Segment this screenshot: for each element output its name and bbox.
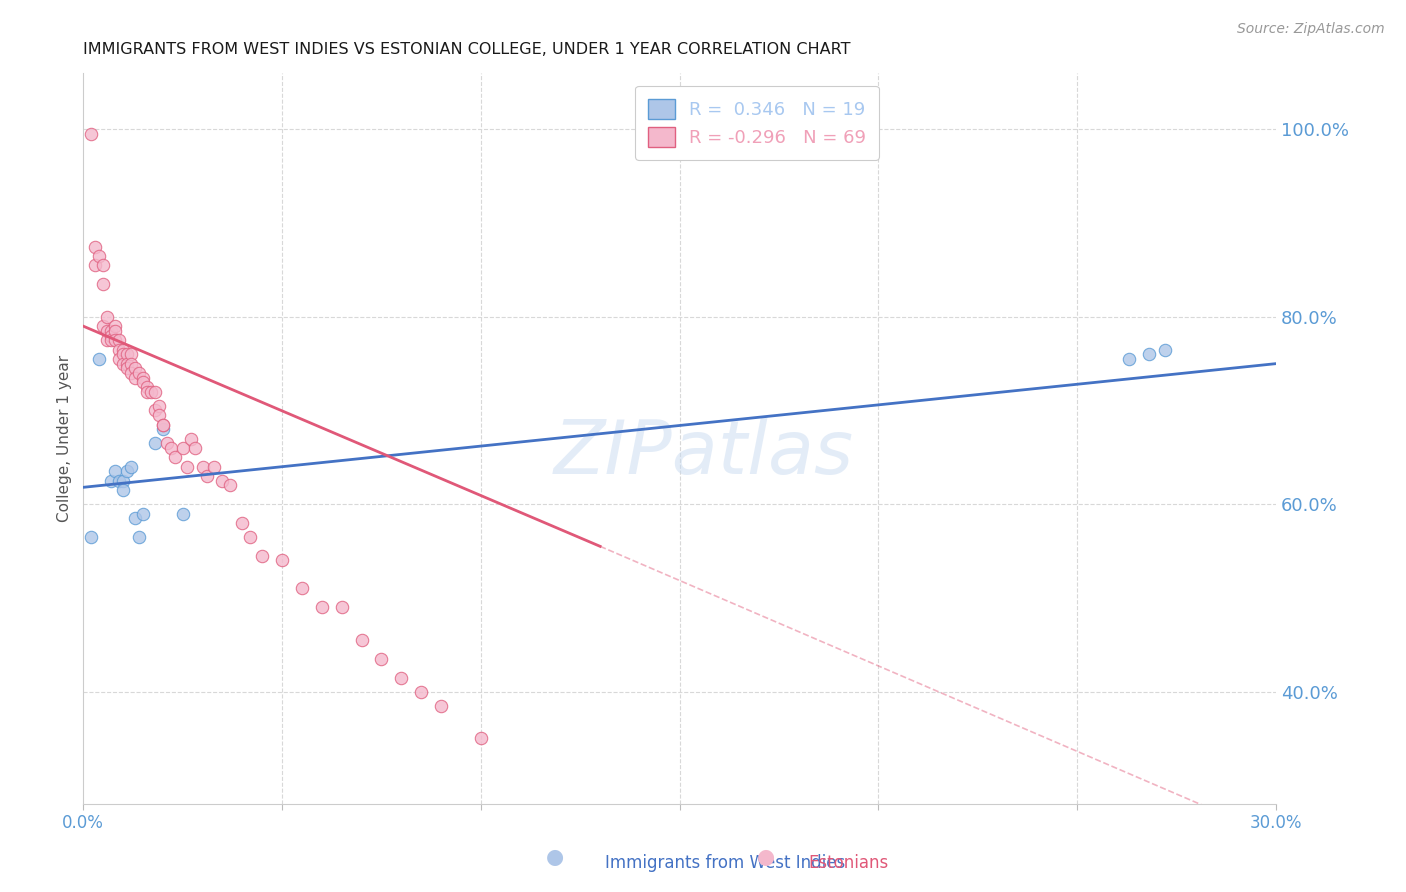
Point	[84, 239, 107, 253]
Point	[89, 351, 111, 366]
Text: ●: ●	[547, 847, 564, 867]
Point	[112, 483, 135, 497]
Point	[231, 516, 253, 530]
Point	[108, 343, 131, 357]
Point	[152, 422, 174, 436]
Point	[96, 310, 118, 324]
Point	[100, 474, 122, 488]
Point	[195, 469, 218, 483]
Point	[84, 258, 107, 272]
Point	[115, 464, 138, 478]
Point	[219, 478, 242, 492]
Point	[135, 384, 157, 399]
Point	[139, 384, 162, 399]
Text: Source: ZipAtlas.com: Source: ZipAtlas.com	[1237, 22, 1385, 37]
Point	[115, 357, 138, 371]
Point	[291, 582, 314, 596]
Point	[120, 366, 142, 380]
Point	[91, 319, 114, 334]
Point	[112, 343, 135, 357]
Point	[80, 127, 103, 141]
Point	[152, 417, 174, 432]
Point	[124, 511, 146, 525]
Point	[470, 731, 492, 746]
Point	[104, 464, 127, 478]
Point	[172, 441, 194, 455]
Point	[96, 333, 118, 347]
Point	[89, 249, 111, 263]
Point	[350, 633, 373, 648]
Text: Immigrants from West Indies: Immigrants from West Indies	[605, 855, 845, 872]
Point	[176, 459, 198, 474]
Point	[135, 380, 157, 394]
Point	[143, 436, 166, 450]
Point	[152, 417, 174, 432]
Point	[172, 507, 194, 521]
Point	[115, 347, 138, 361]
Point	[132, 370, 155, 384]
Point	[143, 384, 166, 399]
Text: IMMIGRANTS FROM WEST INDIES VS ESTONIAN COLLEGE, UNDER 1 YEAR CORRELATION CHART: IMMIGRANTS FROM WEST INDIES VS ESTONIAN …	[83, 42, 851, 57]
Point	[211, 474, 233, 488]
Point	[112, 474, 135, 488]
Point	[271, 553, 294, 567]
Point	[191, 459, 214, 474]
Point	[204, 459, 226, 474]
Point	[250, 549, 273, 563]
Point	[132, 376, 155, 390]
Legend: R =  0.346   N = 19, R = -0.296   N = 69: R = 0.346 N = 19, R = -0.296 N = 69	[636, 86, 879, 160]
Point	[108, 333, 131, 347]
Point	[389, 671, 412, 685]
Point	[120, 347, 142, 361]
Point	[156, 436, 179, 450]
Point	[183, 441, 205, 455]
Point	[239, 530, 262, 544]
Point	[104, 333, 127, 347]
Point	[180, 432, 202, 446]
Point	[112, 357, 135, 371]
Point	[112, 347, 135, 361]
Point	[132, 507, 155, 521]
Point	[411, 684, 433, 698]
Point	[115, 361, 138, 376]
Point	[100, 328, 122, 343]
Point	[163, 450, 186, 465]
Y-axis label: College, Under 1 year: College, Under 1 year	[58, 355, 72, 522]
Point	[1153, 343, 1175, 357]
Point	[148, 408, 170, 422]
Point	[80, 530, 103, 544]
Point	[104, 324, 127, 338]
Point	[311, 600, 333, 615]
Point	[370, 652, 392, 666]
Point	[100, 324, 122, 338]
Point	[148, 399, 170, 413]
Point	[143, 403, 166, 417]
Point	[120, 459, 142, 474]
Point	[1137, 347, 1160, 361]
Point	[120, 357, 142, 371]
Point	[108, 474, 131, 488]
Text: ●: ●	[758, 847, 775, 867]
Point	[104, 319, 127, 334]
Point	[100, 333, 122, 347]
Point	[128, 366, 150, 380]
Text: ZIPatlas: ZIPatlas	[554, 417, 853, 489]
Point	[1118, 351, 1140, 366]
Point	[128, 530, 150, 544]
Point	[108, 351, 131, 366]
Point	[330, 600, 353, 615]
Point	[96, 324, 118, 338]
Point	[124, 370, 146, 384]
Point	[124, 361, 146, 376]
Point	[159, 441, 181, 455]
Text: Estonians: Estonians	[808, 855, 889, 872]
Point	[91, 258, 114, 272]
Point	[91, 277, 114, 291]
Point	[430, 698, 453, 713]
